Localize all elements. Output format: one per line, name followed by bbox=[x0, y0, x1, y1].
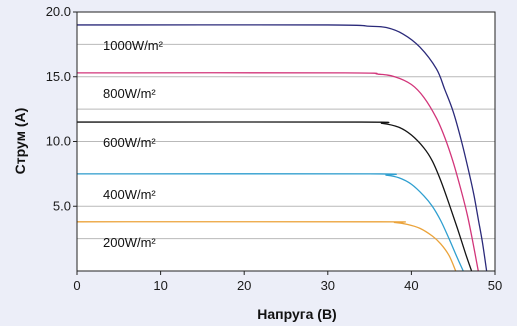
x-tick-label: 20 bbox=[237, 278, 251, 293]
series-labels: 1000W/m² 800W/m² 600W/m² 400W/m² 200W/m² bbox=[103, 38, 164, 250]
x-tick-label: 30 bbox=[321, 278, 335, 293]
y-tick-label: 10.0 bbox=[46, 134, 71, 149]
y-tick-label: 20.0 bbox=[46, 4, 71, 19]
x-tick-label: 10 bbox=[153, 278, 167, 293]
x-axis-ticks: 0 10 20 30 40 50 bbox=[73, 271, 502, 293]
series-layer bbox=[76, 24, 488, 272]
series-label: 800W/m² bbox=[103, 86, 156, 101]
series-line bbox=[76, 173, 464, 272]
series-line bbox=[76, 121, 473, 272]
x-tick-label: 0 bbox=[73, 278, 80, 293]
series-label: 200W/m² bbox=[103, 235, 156, 250]
series-label: 600W/m² bbox=[103, 135, 156, 150]
y-tick-label: 5.0 bbox=[53, 198, 71, 213]
series-label: 1000W/m² bbox=[103, 38, 164, 53]
series-line bbox=[76, 24, 488, 272]
x-tick-label: 50 bbox=[488, 278, 502, 293]
series-line bbox=[76, 221, 457, 272]
y-axis-title: Струм (А) bbox=[12, 108, 28, 175]
series-label: 400W/m² bbox=[103, 187, 156, 202]
y-tick-label: 15.0 bbox=[46, 69, 71, 84]
x-axis-title: Напруга (В) bbox=[257, 306, 336, 322]
y-axis-ticks: 5.0 10.0 15.0 20.0 bbox=[46, 4, 77, 213]
series-line bbox=[76, 72, 479, 272]
x-tick-label: 40 bbox=[404, 278, 418, 293]
